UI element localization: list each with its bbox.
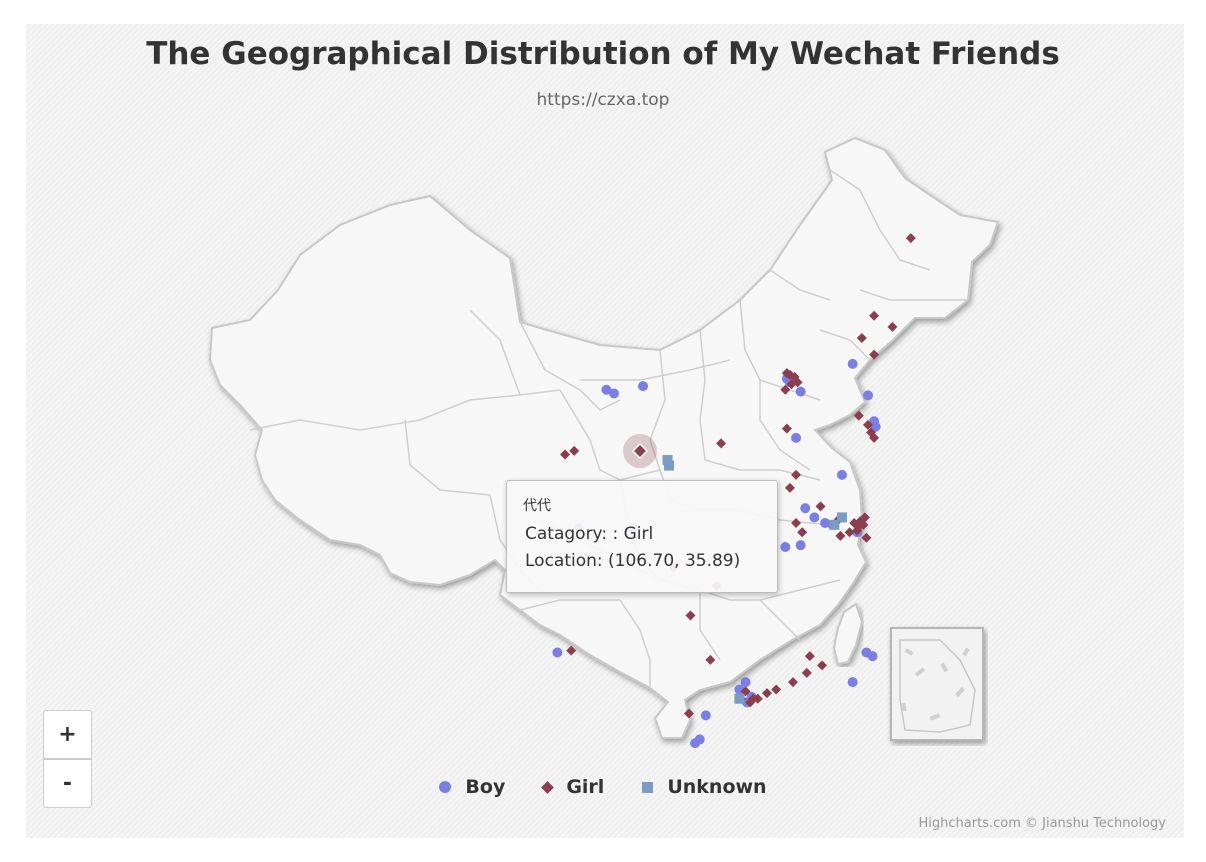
point-boy-6[interactable] — [795, 386, 806, 397]
point-boy-19[interactable] — [780, 542, 791, 553]
circle-icon — [439, 781, 452, 793]
point-girl-38[interactable] — [566, 645, 577, 656]
point-boy-7[interactable] — [847, 358, 858, 369]
point-girl-20[interactable] — [791, 469, 802, 480]
legend: Boy Girl Unknown — [0, 776, 1206, 798]
diamond-icon — [541, 780, 555, 794]
point-girl-19[interactable] — [569, 445, 580, 456]
data-points[interactable] — [552, 233, 916, 749]
tooltip-location: Location: (106.70, 35.89) — [525, 551, 741, 571]
point-girl-34[interactable] — [797, 527, 808, 538]
point-girl-46[interactable] — [771, 684, 782, 695]
legend-item-unknown[interactable]: Unknown — [642, 776, 767, 798]
point-boy-22[interactable] — [552, 647, 563, 658]
point-boy-2[interactable] — [638, 381, 649, 392]
point-boy-13[interactable] — [800, 503, 811, 514]
legend-item-boy[interactable]: Boy — [439, 776, 505, 798]
point-boy-15[interactable] — [820, 517, 831, 528]
point-boy-32[interactable] — [867, 651, 878, 662]
point-girl-5[interactable] — [869, 349, 880, 360]
point-girl-15[interactable] — [869, 432, 880, 443]
point-boy-12[interactable] — [836, 469, 847, 480]
south-china-sea-inset — [890, 627, 984, 741]
point-girl-33[interactable] — [791, 517, 802, 528]
chart-subtitle[interactable]: https://czxa.top — [536, 90, 670, 110]
point-girl-31[interactable] — [835, 530, 846, 541]
point-boy-8[interactable] — [862, 390, 873, 401]
legend-label-girl: Girl — [566, 776, 605, 798]
point-boy-14[interactable] — [809, 512, 820, 523]
point-girl-0[interactable] — [631, 442, 649, 460]
point-girl-12[interactable] — [853, 410, 864, 421]
point-girl-2[interactable] — [869, 310, 880, 321]
point-boy-18[interactable] — [795, 540, 806, 551]
point-girl-48[interactable] — [801, 667, 812, 678]
point-girl-4[interactable] — [856, 332, 867, 343]
zoom-in-button[interactable]: + — [43, 710, 92, 759]
point-girl-3[interactable] — [887, 321, 898, 332]
point-boy-1[interactable] — [608, 388, 619, 399]
tooltip-category: Catagory: : Girl — [525, 524, 654, 544]
point-unknown-4[interactable] — [734, 693, 745, 704]
point-girl-29[interactable] — [844, 527, 855, 538]
chart-title: The Geographical Distribution of My Wech… — [146, 36, 1060, 72]
point-girl-44[interactable] — [752, 693, 763, 704]
point-boy-11[interactable] — [791, 432, 802, 443]
taiwan-outline — [832, 602, 864, 666]
tooltip: 代代 Catagory: : Girl Location: (106.70, 3… — [506, 480, 778, 593]
point-unknown-0[interactable] — [662, 455, 673, 466]
point-girl-10[interactable] — [786, 379, 797, 390]
china-map — [208, 136, 1000, 741]
legend-label-boy: Boy — [465, 776, 506, 798]
legend-label-unknown: Unknown — [667, 776, 767, 798]
point-boy-33[interactable] — [847, 677, 858, 688]
point-unknown-2[interactable] — [836, 512, 847, 523]
tooltip-name: 代代 — [523, 498, 551, 514]
point-girl-32[interactable] — [861, 532, 872, 543]
point-girl-43[interactable] — [745, 697, 756, 708]
point-boy-27[interactable] — [740, 677, 751, 688]
square-icon — [642, 781, 654, 793]
point-girl-51[interactable] — [804, 651, 815, 662]
point-girl-22[interactable] — [815, 501, 826, 512]
legend-item-girl[interactable]: Girl — [541, 776, 605, 798]
point-girl-21[interactable] — [784, 482, 795, 493]
credits-link[interactable]: Highcharts.com © Jianshu Technology — [918, 816, 1166, 831]
zoom-out-button[interactable]: - — [43, 759, 92, 808]
point-girl-45[interactable] — [761, 688, 772, 699]
point-girl-37[interactable] — [685, 610, 696, 621]
point-girl-13[interactable] — [862, 419, 873, 430]
point-boy-10[interactable] — [870, 421, 881, 432]
point-girl-47[interactable] — [788, 677, 798, 688]
point-girl-50[interactable] — [817, 660, 828, 671]
point-boy-30[interactable] — [694, 734, 705, 745]
point-girl-30[interactable] — [852, 525, 863, 536]
point-unknown-1[interactable] — [664, 460, 675, 471]
point-girl-26[interactable] — [859, 512, 870, 523]
point-unknown-3[interactable] — [829, 519, 840, 530]
point-girl-1[interactable] — [905, 233, 916, 244]
point-boy-28[interactable] — [700, 710, 711, 721]
point-girl-18[interactable] — [560, 449, 571, 460]
point-girl-16[interactable] — [781, 423, 792, 434]
point-girl-11[interactable] — [780, 384, 791, 395]
point-girl-39[interactable] — [705, 654, 716, 665]
point-girl-49[interactable] — [683, 708, 694, 719]
point-boy-0[interactable] — [601, 384, 612, 395]
point-girl-17[interactable] — [716, 438, 727, 449]
